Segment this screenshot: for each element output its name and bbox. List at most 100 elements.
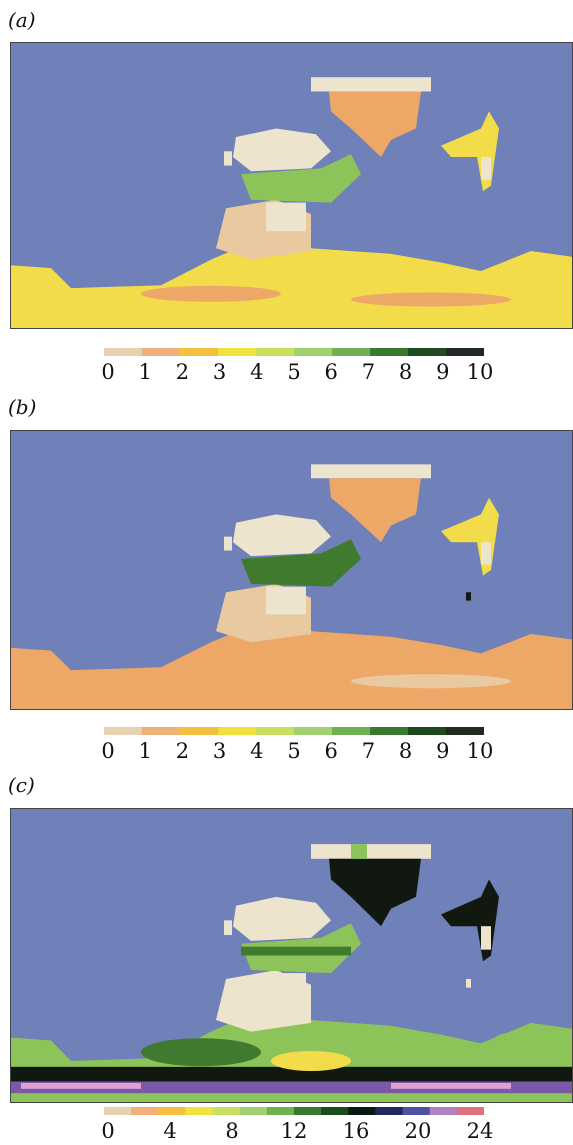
colorbar-swatch	[294, 727, 333, 735]
colorbar-tick-label: 5	[287, 360, 301, 384]
colorbar-swatch	[321, 1107, 349, 1115]
heatmap-panel-b	[10, 430, 573, 710]
colorbar-swatch	[131, 1107, 159, 1115]
colorbar-swatch	[185, 1107, 214, 1115]
colorbar-tick-label: 3	[212, 360, 227, 384]
colorbar-swatch	[446, 348, 484, 356]
heatmap-cell-region	[224, 151, 232, 166]
panel-label-b: (b)	[8, 395, 37, 419]
heatmap-cell-region	[233, 896, 331, 941]
colorbar-tick-label: 1	[138, 739, 152, 763]
heatmap-cell-region	[271, 1050, 351, 1071]
heatmap-cell-region	[329, 858, 421, 927]
heatmap-cell-region	[311, 844, 431, 859]
heatmap-cell-region	[329, 478, 421, 543]
colorbar-swatch	[142, 348, 181, 356]
colorbar-swatch	[332, 727, 371, 735]
colorbar-tick-label: 4	[250, 739, 264, 763]
colorbar-swatch	[266, 1107, 295, 1115]
colorbar-tick-label: 0	[101, 1119, 115, 1143]
colorbar-swatch	[256, 727, 295, 735]
heatmap-cell-region	[241, 946, 351, 956]
colorbar-tick-label: 3	[212, 739, 227, 763]
colorbar-swatch	[218, 727, 257, 735]
colorbar-tick-label: 20	[404, 1119, 432, 1143]
colorbar-tick-label: 8	[398, 739, 413, 763]
heatmap-cell-region	[241, 539, 361, 587]
panel-label-a: (a)	[8, 8, 36, 32]
colorbar-tick-label: 4	[163, 1119, 177, 1143]
colorbar-swatch	[104, 348, 143, 356]
colorbar-tick-label: 0	[101, 739, 115, 763]
colorbar-tick-label: 9	[436, 360, 450, 384]
colorbar-tick-label: 12	[280, 1119, 308, 1143]
colorbar-tick-label: 4	[250, 360, 264, 384]
heatmap-cell-region	[466, 978, 471, 988]
colorbar-swatch	[294, 348, 333, 356]
heatmap-cell-region	[351, 844, 367, 859]
colorbar-swatch	[348, 1107, 376, 1115]
heatmap-cell-region	[491, 1031, 551, 1056]
colorbar-swatch	[332, 348, 371, 356]
heatmap-panel-c	[10, 808, 573, 1103]
colorbar-tick-label: 10	[466, 360, 494, 384]
colorbar-swatch	[370, 348, 409, 356]
heatmap-cell-region	[311, 464, 431, 479]
heatmap-cell-region	[266, 586, 306, 615]
heatmap-cell-region	[233, 128, 331, 172]
colorbar-tick-label: 1	[138, 360, 152, 384]
colorbar-swatch	[408, 727, 447, 735]
heatmap-cell-region	[233, 514, 331, 557]
heatmap-cell-region	[21, 1082, 141, 1089]
heatmap-cell-region	[481, 926, 491, 950]
colorbar-tick-label: 8	[398, 360, 413, 384]
colorbar-tick-label: 0	[101, 360, 115, 384]
colorbar-tick-label: 5	[287, 739, 301, 763]
heatmap-cell-region	[481, 157, 491, 180]
heatmap-cell-region	[266, 973, 306, 1003]
colorbar-swatch	[218, 348, 257, 356]
colorbar-tick-label: 9	[436, 739, 450, 763]
colorbar-tick-label: 2	[175, 739, 190, 763]
colorbar-tick-label: 10	[466, 739, 494, 763]
heatmap-cell-region	[141, 285, 281, 302]
heatmap-cell-region	[241, 154, 361, 203]
colorbar-tick-label: 6	[324, 360, 338, 384]
heatmap-cell-region	[266, 202, 306, 232]
colorbar-swatch	[104, 727, 143, 735]
colorbar-swatch	[370, 727, 409, 735]
heatmap-panel-a	[10, 42, 573, 329]
colorbar-tick-label: 8	[225, 1119, 239, 1143]
colorbar-swatch	[180, 348, 219, 356]
colorbar-swatch	[256, 348, 295, 356]
colorbar-swatch	[456, 1107, 484, 1115]
colorbar-b	[104, 727, 484, 735]
heatmap-cell-region	[11, 1066, 572, 1082]
heatmap-cell-region	[351, 292, 511, 307]
colorbar-swatch	[408, 348, 447, 356]
colorbar-swatch	[239, 1107, 268, 1115]
colorbar-tick-label: 6	[324, 739, 338, 763]
colorbar-swatch	[142, 727, 181, 735]
colorbar-swatch	[446, 727, 484, 735]
colorbar-swatch	[104, 1107, 132, 1115]
heatmap-cell-region	[11, 242, 572, 328]
heatmap-cell-region	[141, 667, 281, 684]
colorbar-tick-label: 7	[361, 360, 376, 384]
colorbar-swatch	[158, 1107, 186, 1115]
colorbar-tick-label: 7	[361, 739, 376, 763]
heatmap-cell-region	[141, 1038, 261, 1067]
colorbar-swatch	[375, 1107, 404, 1115]
colorbar-swatch	[294, 1107, 322, 1115]
colorbar-tick-label: 16	[342, 1119, 370, 1143]
panel-label-c: (c)	[8, 773, 35, 797]
colorbar-swatch	[212, 1107, 241, 1115]
heatmap-cell-region	[224, 920, 232, 935]
colorbar-swatch	[180, 727, 219, 735]
heatmap-cell-region	[329, 91, 421, 157]
colorbar-c	[104, 1107, 484, 1115]
heatmap-cell-region	[311, 77, 431, 92]
heatmap-cell-region	[224, 536, 232, 551]
heatmap-cell-region	[351, 674, 511, 689]
colorbar-swatch	[429, 1107, 458, 1115]
